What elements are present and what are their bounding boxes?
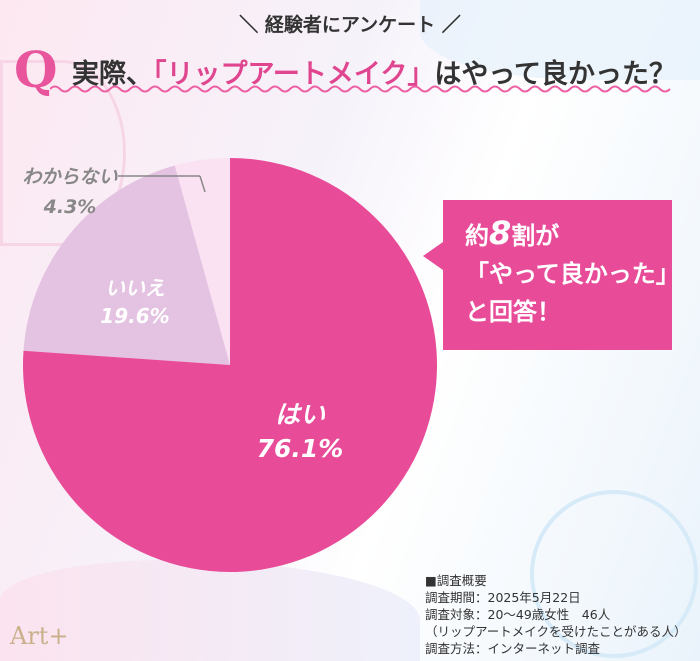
callout-text: 割が (511, 222, 560, 250)
callout-line1: 約8割が (465, 214, 672, 255)
question-highlight: 「リップアートメイク」 (153, 59, 435, 90)
question-title: 実際、「リップアートメイク」はやって良かった？ (72, 52, 676, 91)
summary-target-note: （リップアートメイクを受けたことがある人） (425, 624, 687, 639)
summary-period: 調査期間：2025年5月22日 (425, 590, 581, 605)
label-value: 76.1% (256, 434, 344, 463)
label-name: はい (274, 400, 325, 429)
slice-yes (23, 158, 437, 573)
slice-label-unknown: わからない 4.3% (20, 162, 120, 222)
slice-unknown (174, 158, 230, 365)
callout-line3: と回答！ (465, 298, 561, 326)
survey-summary: ■調査概要 調査期間：2025年5月22日 調査対象：20〜49歳女性 46人 … (425, 572, 687, 657)
summary-target: 調査対象：20〜49歳女性 46人 (425, 607, 611, 622)
label-name: いいえ (105, 276, 165, 300)
callout-box: 約8割が 「やって良かった」 と回答！ (423, 200, 680, 350)
wavy-underline (50, 85, 671, 93)
brand-logo: Art+ (10, 622, 69, 650)
leader-line (199, 175, 206, 193)
question-pre: 実際、 (72, 59, 153, 90)
survey-subtitle: ＼ 経験者にアンケート ／ (239, 14, 461, 36)
slice-no (23, 165, 230, 365)
question-post: はやって良かった？ (434, 59, 676, 90)
label-value: 19.6% (100, 304, 170, 328)
slice-label-no: いいえ 19.6% (85, 274, 185, 330)
callout-text: 約 (465, 222, 489, 250)
decor-circle (530, 490, 698, 658)
summary-heading: ■調査概要 (425, 573, 487, 588)
callout-line2: 「やって良かった」 (465, 260, 680, 288)
callout-number: 8 (489, 214, 512, 252)
slice-label-yes: はい 76.1% (235, 398, 365, 466)
label-name: わからない (22, 166, 118, 188)
label-value: 4.3% (43, 196, 97, 218)
summary-method: 調査方法：インターネット調査 (425, 641, 601, 656)
